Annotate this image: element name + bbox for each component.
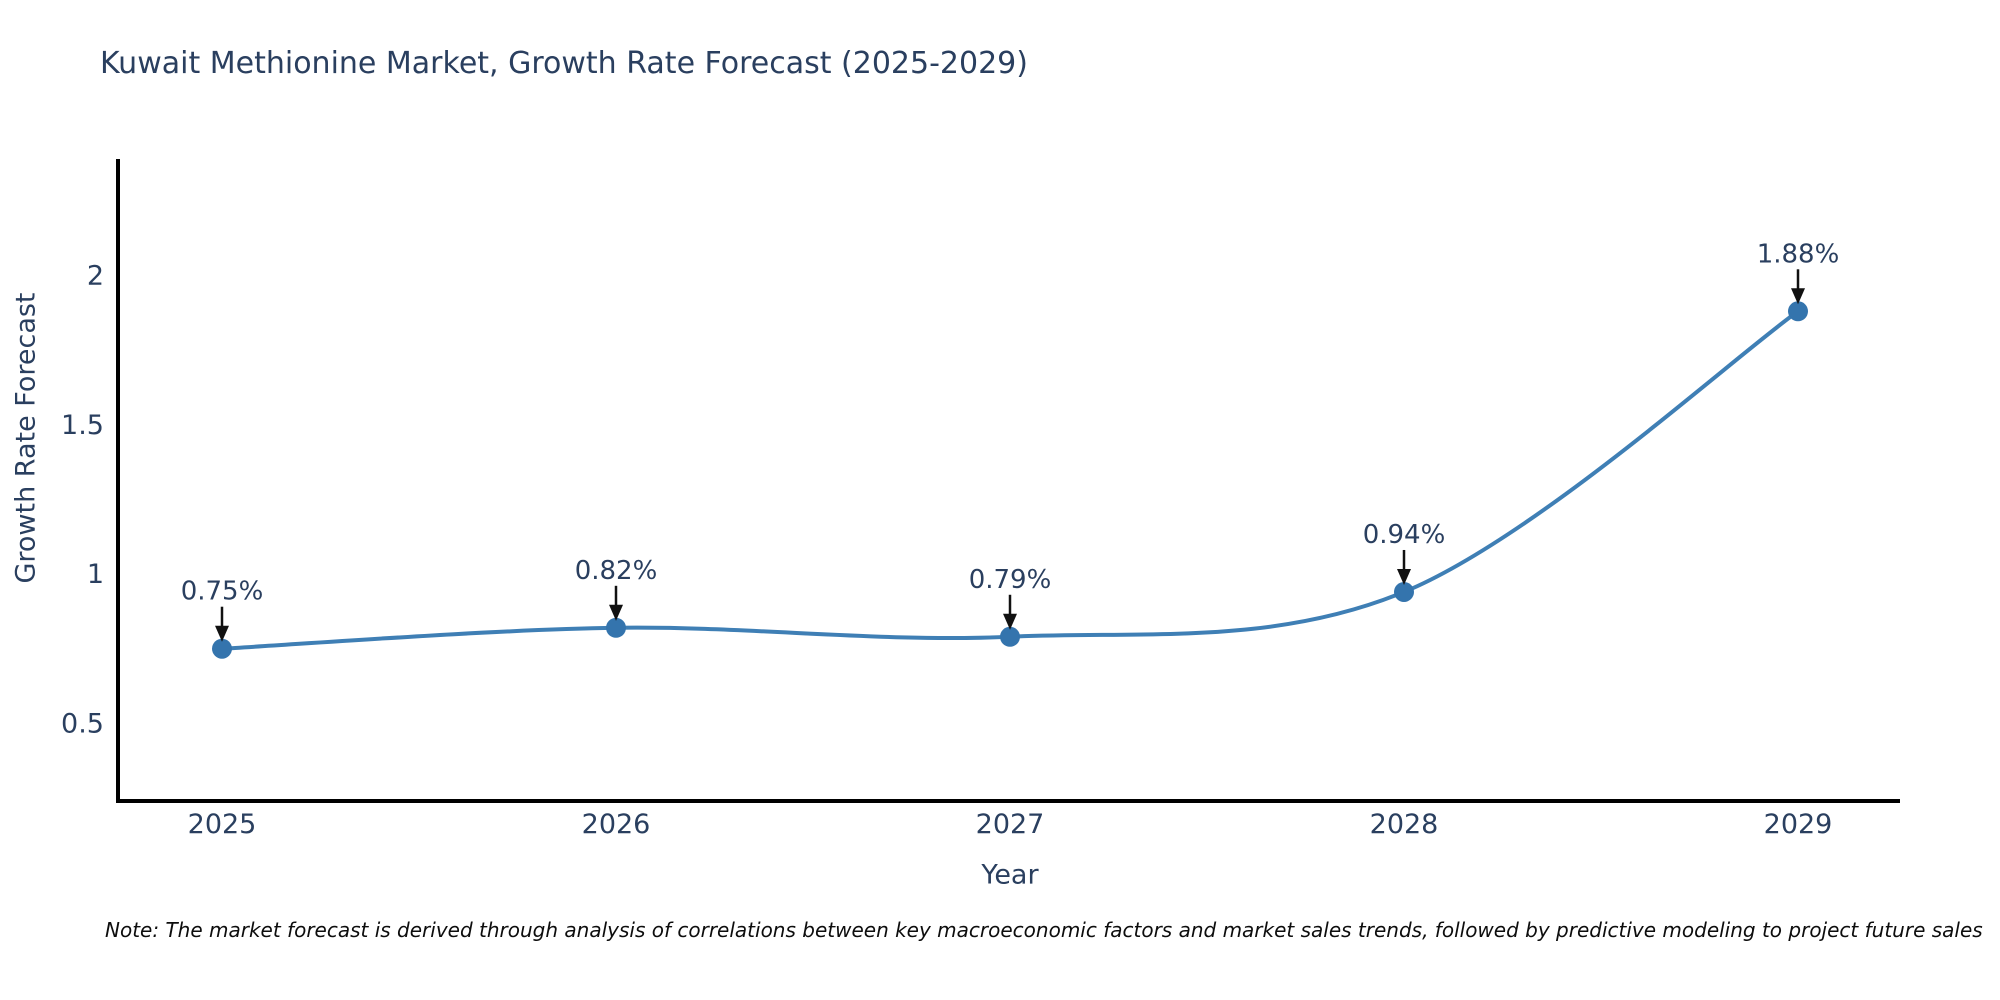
y-tick-label: 1.5 <box>61 410 104 441</box>
x-tick-label: 2025 <box>188 809 257 840</box>
point-annotation: 0.94% <box>1363 520 1446 550</box>
y-tick-label: 1 <box>87 559 104 590</box>
axis-line <box>116 159 1900 803</box>
chart-title: Kuwait Methionine Market, Growth Rate Fo… <box>100 46 1028 81</box>
data-point <box>1788 301 1808 322</box>
annotation-arrowhead <box>215 625 229 642</box>
annotation-arrowhead <box>1003 613 1017 630</box>
data-point <box>1000 626 1020 647</box>
data-point <box>212 638 232 659</box>
y-tick-label: 2 <box>87 260 104 291</box>
annotation-arrowhead <box>609 604 623 621</box>
chart-note: Note: The market forecast is derived thr… <box>105 918 1983 942</box>
y-tick-label: 0.5 <box>61 708 104 739</box>
point-annotation: 0.82% <box>575 556 658 586</box>
x-tick-label: 2026 <box>582 809 651 840</box>
data-point <box>1394 581 1414 602</box>
y-axis-title: Growth Rate Forecast <box>10 292 42 584</box>
annotation-arrowhead <box>1397 568 1411 585</box>
trend-line <box>220 309 1800 651</box>
x-tick-label: 2027 <box>976 809 1045 840</box>
point-annotation: 0.79% <box>969 565 1052 595</box>
point-annotation: 0.75% <box>181 577 264 607</box>
x-tick-label: 2029 <box>1764 809 1833 840</box>
annotation-arrowhead <box>1791 288 1805 305</box>
x-axis-title: Year <box>981 859 1039 891</box>
data-point <box>606 617 626 638</box>
point-annotation: 1.88% <box>1757 239 1840 269</box>
x-tick-label: 2028 <box>1370 809 1439 840</box>
